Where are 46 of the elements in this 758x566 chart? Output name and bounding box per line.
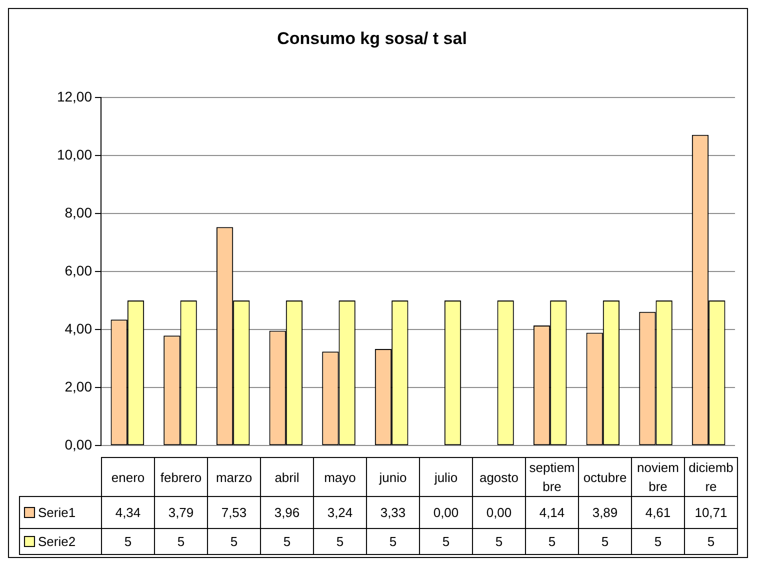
x-tick-label: enero: [101, 457, 155, 497]
data-label: 5: [525, 528, 579, 555]
x-tick-label: septiembre: [525, 457, 579, 497]
data-label: 4,34: [101, 496, 155, 529]
x-tick-label: junio: [366, 457, 420, 497]
data-label: 3,24: [313, 496, 367, 529]
data-label: 5: [578, 528, 632, 555]
x-tick-label: marzo: [207, 457, 261, 497]
data-label: 7,53: [207, 496, 261, 529]
legend-label: Serie1: [38, 505, 76, 520]
data-label: 4,61: [631, 496, 685, 529]
data-label: 5: [313, 528, 367, 555]
x-tick-label: agosto: [472, 457, 526, 497]
y-tick-label: 2,00: [64, 378, 92, 394]
data-label: 3,79: [154, 496, 208, 529]
y-tick-label: 12,00: [56, 88, 92, 104]
x-tick-label: octubre: [578, 457, 632, 497]
data-label: 5: [154, 528, 208, 555]
x-tick-label: febrero: [154, 457, 208, 497]
data-label: 5: [101, 528, 155, 555]
y-tick-label: 4,00: [64, 320, 92, 336]
data-label: 5: [207, 528, 261, 555]
data-label: 5: [260, 528, 314, 555]
x-tick-label: mayo: [313, 457, 367, 497]
x-tick-label: diciembre: [684, 457, 738, 497]
x-tick-label: julio: [419, 457, 473, 497]
y-tick-label: 6,00: [64, 262, 92, 278]
data-label: 5: [631, 528, 685, 555]
data-label: 0,00: [472, 496, 526, 529]
data-label: 3,96: [260, 496, 314, 529]
data-label: 3,89: [578, 496, 632, 529]
x-tick-label: abril: [260, 457, 314, 497]
chart-title: Consumo kg sosa/ t sal: [277, 28, 467, 48]
legend-label: Serie2: [38, 534, 76, 549]
data-label: 0,00: [419, 496, 473, 529]
y-tick-label: 0,00: [64, 436, 92, 452]
data-label: 5: [684, 528, 738, 555]
data-label: 5: [472, 528, 526, 555]
data-label: 4,14: [525, 496, 579, 529]
data-label: 10,71: [684, 496, 738, 529]
data-label: 3,33: [366, 496, 420, 529]
data-label: 5: [419, 528, 473, 555]
y-tick-label: 8,00: [64, 204, 92, 220]
data-label: 5: [366, 528, 420, 555]
y-tick-label: 10,00: [56, 146, 92, 162]
x-tick-label: noviembre: [631, 457, 685, 497]
